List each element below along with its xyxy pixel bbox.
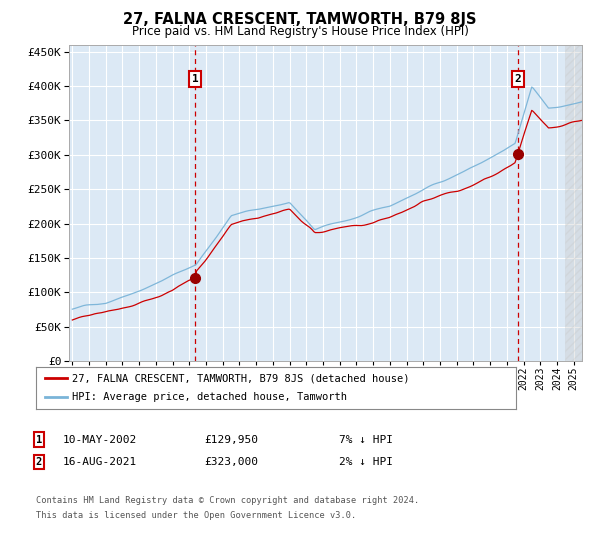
Text: £129,950: £129,950 bbox=[204, 435, 258, 445]
Text: This data is licensed under the Open Government Licence v3.0.: This data is licensed under the Open Gov… bbox=[36, 511, 356, 520]
Text: 2% ↓ HPI: 2% ↓ HPI bbox=[339, 457, 393, 467]
Text: 10-MAY-2002: 10-MAY-2002 bbox=[63, 435, 137, 445]
Text: 2: 2 bbox=[514, 74, 521, 84]
Text: HPI: Average price, detached house, Tamworth: HPI: Average price, detached house, Tamw… bbox=[72, 393, 347, 403]
Bar bbox=[565, 45, 586, 361]
Text: 7% ↓ HPI: 7% ↓ HPI bbox=[339, 435, 393, 445]
Text: £323,000: £323,000 bbox=[204, 457, 258, 467]
Text: Contains HM Land Registry data © Crown copyright and database right 2024.: Contains HM Land Registry data © Crown c… bbox=[36, 496, 419, 505]
Text: 1: 1 bbox=[192, 74, 199, 84]
Text: 1: 1 bbox=[36, 435, 42, 445]
Text: 2: 2 bbox=[36, 457, 42, 467]
Text: Price paid vs. HM Land Registry's House Price Index (HPI): Price paid vs. HM Land Registry's House … bbox=[131, 25, 469, 38]
Text: 27, FALNA CRESCENT, TAMWORTH, B79 8JS: 27, FALNA CRESCENT, TAMWORTH, B79 8JS bbox=[123, 12, 477, 27]
Text: 16-AUG-2021: 16-AUG-2021 bbox=[63, 457, 137, 467]
Text: 27, FALNA CRESCENT, TAMWORTH, B79 8JS (detached house): 27, FALNA CRESCENT, TAMWORTH, B79 8JS (d… bbox=[72, 373, 409, 383]
